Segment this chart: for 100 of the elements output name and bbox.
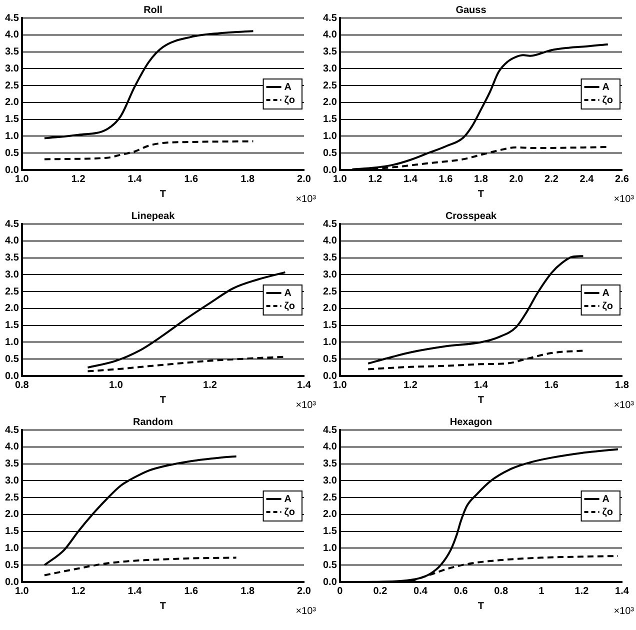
y-tick-label: 1.0 xyxy=(322,130,338,142)
y-tick-label: 4.5 xyxy=(322,12,338,24)
y-tick-label: 1.5 xyxy=(322,526,338,538)
x-tick-label: 1.2 xyxy=(574,586,590,597)
x-tick-label: 1.4 xyxy=(474,380,488,391)
y-tick-label: 3.0 xyxy=(4,63,20,74)
x-tick-label: 2.6 xyxy=(615,174,630,185)
text: ×10³ xyxy=(296,606,317,617)
x-tick-label: 0.4 xyxy=(414,586,428,597)
x-tick-label: 1.4 xyxy=(128,586,142,597)
chart-title: Crosspeak xyxy=(445,210,498,222)
y-tick-label: 2.0 xyxy=(4,303,20,314)
x-axis-title: T xyxy=(160,188,166,200)
y-tick-label: 0.5 xyxy=(322,148,338,159)
x-tick-label: 1.8 xyxy=(240,174,255,185)
y-tick-label: 3.0 xyxy=(322,475,338,486)
y-tick-label: 3.5 xyxy=(4,252,20,264)
y-tick-label: 4.0 xyxy=(4,236,20,247)
y-tick-label: 1.5 xyxy=(4,526,20,538)
x-tick-label: 1.0 xyxy=(332,174,348,185)
y-tick-label: 2.0 xyxy=(4,509,20,520)
y-tick-label: 3.5 xyxy=(322,252,338,264)
text: ×10³ xyxy=(614,606,635,617)
y-tick-label: 0.0 xyxy=(4,370,20,382)
x-tick-label: 1.4 xyxy=(403,174,418,185)
y-tick-label: 2.5 xyxy=(4,286,20,298)
legend-label: ζo xyxy=(602,300,614,312)
y-tick-label: 4.0 xyxy=(4,442,20,453)
x-tick-label: 0.8 xyxy=(14,380,30,391)
y-tick-label: 0.5 xyxy=(322,354,338,365)
x-tick-label: 1.0 xyxy=(14,174,30,185)
y-tick-label: 4.5 xyxy=(322,218,338,230)
legend-label: A xyxy=(284,82,292,93)
y-tick-label: 1.0 xyxy=(4,542,20,554)
y-tick-label: 4.5 xyxy=(4,424,20,436)
x-tick-label: 1.6 xyxy=(184,174,199,185)
legend-label: ζo xyxy=(284,300,296,312)
y-tick-label: 4.5 xyxy=(322,424,338,436)
y-tick-label: 4.5 xyxy=(4,218,20,230)
y-tick-label: 1.5 xyxy=(322,320,338,332)
x-tick-label: 0.6 xyxy=(454,586,468,597)
legend-label: A xyxy=(602,288,610,299)
y-tick-label: 0.0 xyxy=(322,164,338,176)
x-tick-label: 1 xyxy=(538,586,545,597)
y-tick-label: 2.5 xyxy=(4,492,20,504)
y-tick-label: 3.5 xyxy=(4,458,20,470)
x-axis-title: T xyxy=(160,600,166,612)
y-tick-label: 1.5 xyxy=(4,114,20,126)
y-tick-label: 0.0 xyxy=(4,164,20,176)
text: ×10³ xyxy=(614,400,635,411)
x-axis-title: T xyxy=(478,394,484,406)
y-tick-label: 1.5 xyxy=(4,320,20,332)
x-tick-label: 1.4 xyxy=(128,174,142,185)
x-tick-label: 1.6 xyxy=(184,586,199,597)
y-tick-label: 2.5 xyxy=(322,80,338,92)
y-tick-label: 0.5 xyxy=(4,354,20,365)
y-tick-label: 4.0 xyxy=(322,442,338,453)
x-tick-label: 0 xyxy=(337,586,344,597)
y-tick-label: 2.0 xyxy=(4,97,20,108)
y-tick-label: 4.0 xyxy=(322,236,338,247)
chart-title: Hexagon xyxy=(450,416,492,428)
x-tick-label: 1.4 xyxy=(615,586,630,597)
x-axis-title: T xyxy=(160,394,166,406)
y-tick-label: 3.0 xyxy=(322,63,338,74)
y-tick-label: 3.5 xyxy=(322,46,338,58)
y-tick-label: 0.0 xyxy=(322,576,338,588)
y-tick-label: 3.0 xyxy=(4,475,20,486)
x-tick-label: 1.8 xyxy=(240,586,255,597)
y-tick-label: 0.5 xyxy=(4,148,20,159)
y-tick-label: 1.0 xyxy=(322,542,338,554)
x-tick-label: 1.6 xyxy=(438,174,454,185)
legend-label: A xyxy=(284,494,292,505)
chart-title: Roll xyxy=(144,4,163,16)
legend-label: ζo xyxy=(284,94,296,106)
y-tick-label: 2.5 xyxy=(322,286,338,298)
legend-label: ζo xyxy=(602,506,614,518)
text: ×10³ xyxy=(296,400,317,411)
y-tick-label: 3.0 xyxy=(4,269,20,280)
y-tick-label: 2.5 xyxy=(4,80,20,92)
y-tick-label: 1.0 xyxy=(322,336,338,348)
x-tick-label: 2.2 xyxy=(544,174,559,185)
chart-title: Random xyxy=(133,416,174,428)
y-tick-label: 2.5 xyxy=(322,492,338,504)
y-tick-label: 0.5 xyxy=(322,560,338,571)
legend-label: A xyxy=(284,288,292,299)
text: ×10³ xyxy=(614,194,635,205)
x-tick-label: 2.0 xyxy=(297,174,312,185)
text: ×10³ xyxy=(296,194,317,205)
x-tick-label: 1.0 xyxy=(14,586,30,597)
chart-title: Linepeak xyxy=(131,210,176,222)
y-tick-label: 0.5 xyxy=(4,560,20,571)
y-tick-label: 2.0 xyxy=(322,97,338,108)
x-tick-label: 1.6 xyxy=(544,380,559,391)
chart-title: Gauss xyxy=(456,4,487,16)
x-tick-label: 0.8 xyxy=(494,586,508,597)
x-tick-label: 1.0 xyxy=(108,380,124,391)
x-tick-label: 1.8 xyxy=(474,174,488,185)
y-tick-label: 3.5 xyxy=(4,46,20,58)
x-tick-label: 2.4 xyxy=(580,174,594,185)
x-tick-label: 1.4 xyxy=(297,380,312,391)
